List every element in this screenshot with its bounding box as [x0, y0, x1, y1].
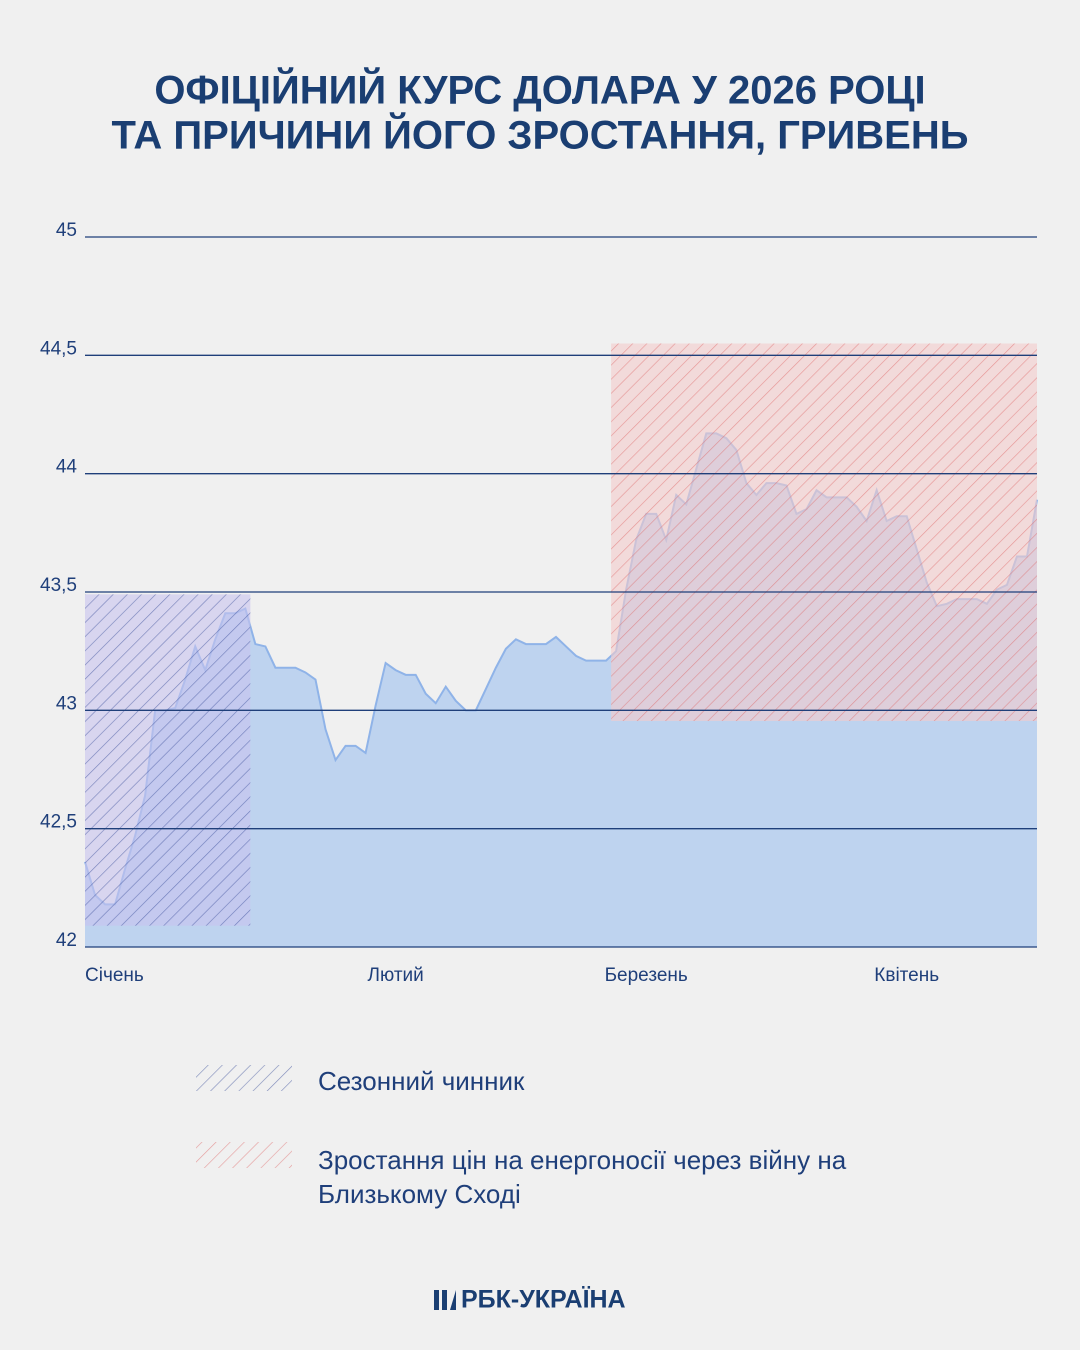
chart-title: ТА ПРИЧИНИ ЙОГО ЗРОСТАННЯ, ГРИВЕНЬ	[111, 112, 968, 158]
x-tick-label: Квітень	[874, 965, 939, 986]
y-tick-label: 42,5	[40, 812, 77, 833]
y-tick-label: 43	[56, 693, 77, 714]
y-tick-label: 44	[56, 457, 78, 478]
x-tick-label: Січень	[85, 965, 144, 986]
x-tick-label: Березень	[605, 965, 688, 986]
legend-swatch	[196, 1142, 292, 1168]
x-tick-label: Лютий	[368, 965, 424, 986]
logo: РБК-УКРАЇНА	[434, 1286, 626, 1314]
chart-title: ОФІЦІЙНИЙ КУРС ДОЛАРА У 2026 РОЦІ	[154, 67, 925, 113]
band-hatch	[85, 594, 251, 926]
legend-label: Зростання цін на енергоносії через війну…	[318, 1145, 847, 1209]
source: РБК-УКРАЇНА	[461, 1286, 626, 1314]
legend-label: Сезонний чинник	[318, 1066, 525, 1096]
y-tick-label: 45	[56, 220, 77, 241]
band-hatch	[611, 343, 1037, 721]
y-tick-label: 42	[56, 930, 77, 951]
y-tick-label: 43,5	[40, 575, 77, 596]
legend-swatch	[196, 1065, 292, 1091]
y-tick-label: 44,5	[40, 338, 77, 359]
